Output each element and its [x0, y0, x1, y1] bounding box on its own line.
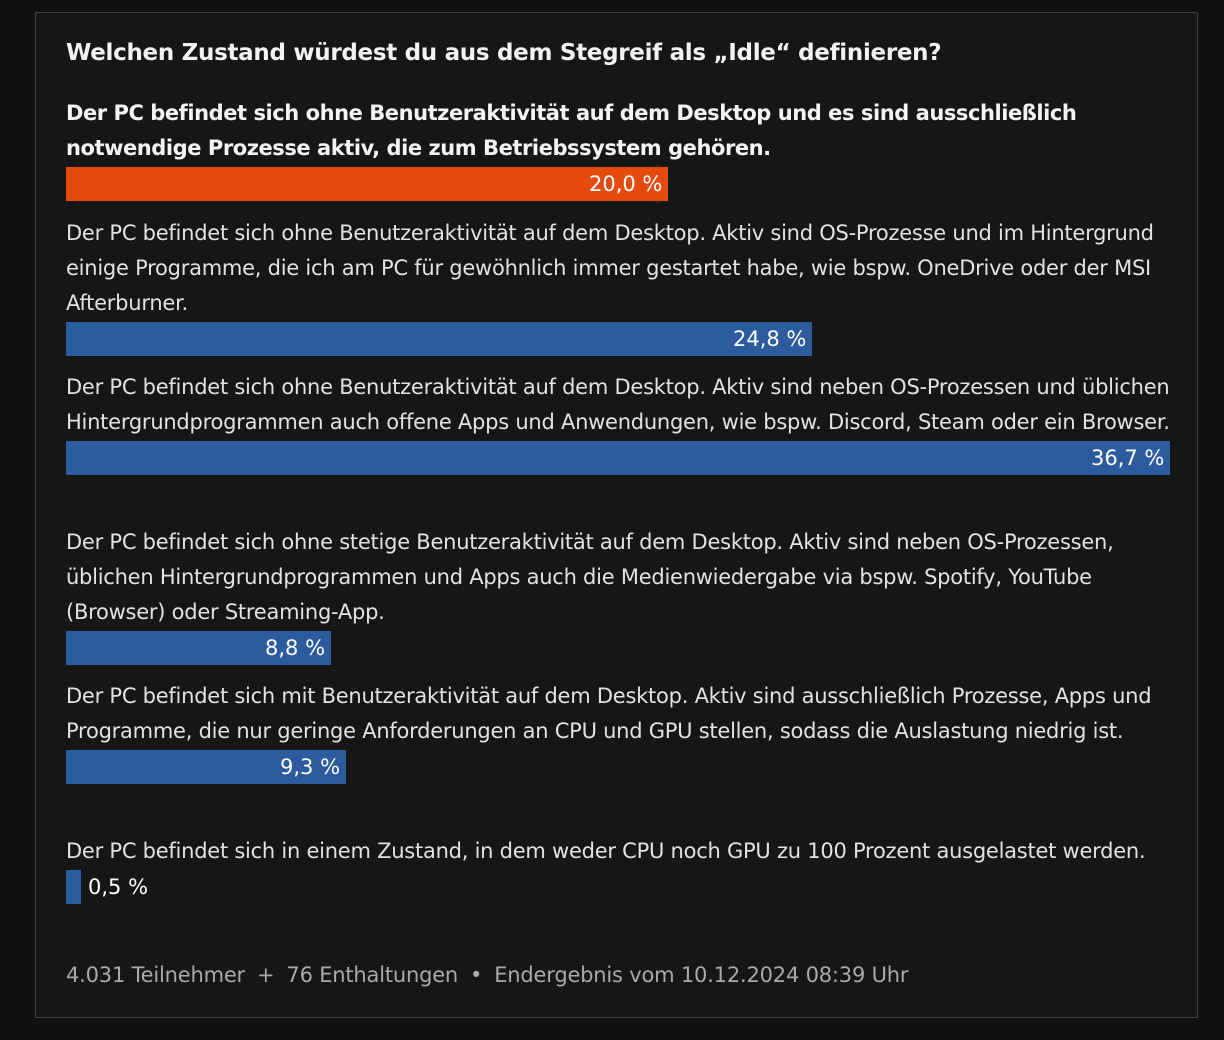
poll-option: Der PC befindet sich in einem Zustand, i… [66, 834, 1176, 904]
option-label: Der PC befindet sich in einem Zustand, i… [66, 839, 1146, 863]
plus-separator: + [257, 963, 275, 987]
poll-option: Der PC befindet sich ohne stetige Benutz… [66, 525, 1176, 665]
abstention-count: 76 Enthaltungen [286, 963, 459, 987]
option-label: Der PC befindet sich ohne Benutzeraktivi… [66, 375, 1170, 434]
participant-count: 4.031 Teilnehmer [66, 963, 245, 987]
bar-track: 36,7 % [66, 441, 1170, 475]
dot-separator: • [470, 963, 483, 987]
poll-option: Der PC befindet sich ohne Benutzeraktivi… [66, 216, 1176, 356]
poll-option: Der PC befindet sich ohne Benutzeraktivi… [66, 96, 1176, 201]
result-value-label: 8,8 % [265, 636, 326, 660]
poll-option: Der PC befindet sich mit Benutzeraktivit… [66, 679, 1176, 784]
bar-track: 9,3 % [66, 750, 1170, 784]
option-label: Der PC befindet sich ohne Benutzeraktivi… [66, 221, 1154, 315]
result-timestamp: Endergebnis vom 10.12.2024 08:39 Uhr [494, 963, 909, 987]
option-label: Der PC befindet sich ohne Benutzeraktivi… [66, 101, 1077, 160]
poll-option: Der PC befindet sich ohne Benutzeraktivi… [66, 370, 1176, 475]
bar-track: 20,0 % [66, 167, 1170, 201]
result-value-label: 36,7 % [1091, 446, 1165, 470]
bar-track: 0,5 % [66, 870, 1170, 904]
result-bar [66, 870, 81, 904]
option-label: Der PC befindet sich ohne stetige Benutz… [66, 530, 1114, 624]
result-value-label: 0,5 % [88, 875, 149, 899]
result-value-label: 9,3 % [280, 755, 341, 779]
result-bar [66, 750, 346, 784]
result-value-label: 20,0 % [589, 172, 663, 196]
bar-track: 8,8 % [66, 631, 1170, 665]
result-bar [66, 441, 1170, 475]
option-label: Der PC befindet sich mit Benutzeraktivit… [66, 684, 1152, 743]
result-bar [66, 631, 331, 665]
poll-card: Welchen Zustand würdest du aus dem Stegr… [35, 12, 1198, 1018]
result-value-label: 24,8 % [733, 327, 807, 351]
poll-footer: 4.031 Teilnehmer +76 Enthaltungen • Enderge… [66, 963, 908, 987]
result-bar [66, 322, 812, 356]
poll-title: Welchen Zustand würdest du aus dem Stegr… [66, 40, 942, 66]
result-bar [66, 167, 668, 201]
bar-track: 24,8 % [66, 322, 1170, 356]
